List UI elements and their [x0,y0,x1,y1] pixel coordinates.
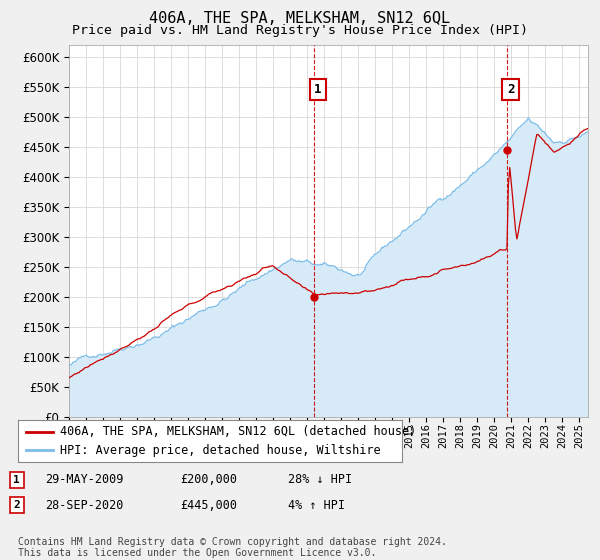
Text: 1: 1 [314,83,322,96]
Text: £200,000: £200,000 [180,473,237,487]
Text: Price paid vs. HM Land Registry's House Price Index (HPI): Price paid vs. HM Land Registry's House … [72,24,528,36]
Text: 4% ↑ HPI: 4% ↑ HPI [288,498,345,512]
Text: 28-SEP-2020: 28-SEP-2020 [45,498,124,512]
Text: 2: 2 [507,83,514,96]
Text: 406A, THE SPA, MELKSHAM, SN12 6QL (detached house): 406A, THE SPA, MELKSHAM, SN12 6QL (detac… [60,425,416,438]
Text: 406A, THE SPA, MELKSHAM, SN12 6QL: 406A, THE SPA, MELKSHAM, SN12 6QL [149,11,451,26]
Text: 2: 2 [13,500,20,510]
Text: HPI: Average price, detached house, Wiltshire: HPI: Average price, detached house, Wilt… [60,444,381,457]
Text: Contains HM Land Registry data © Crown copyright and database right 2024.
This d: Contains HM Land Registry data © Crown c… [18,536,447,558]
Text: £445,000: £445,000 [180,498,237,512]
Text: 1: 1 [13,475,20,485]
Text: 28% ↓ HPI: 28% ↓ HPI [288,473,352,487]
Text: 29-MAY-2009: 29-MAY-2009 [45,473,124,487]
